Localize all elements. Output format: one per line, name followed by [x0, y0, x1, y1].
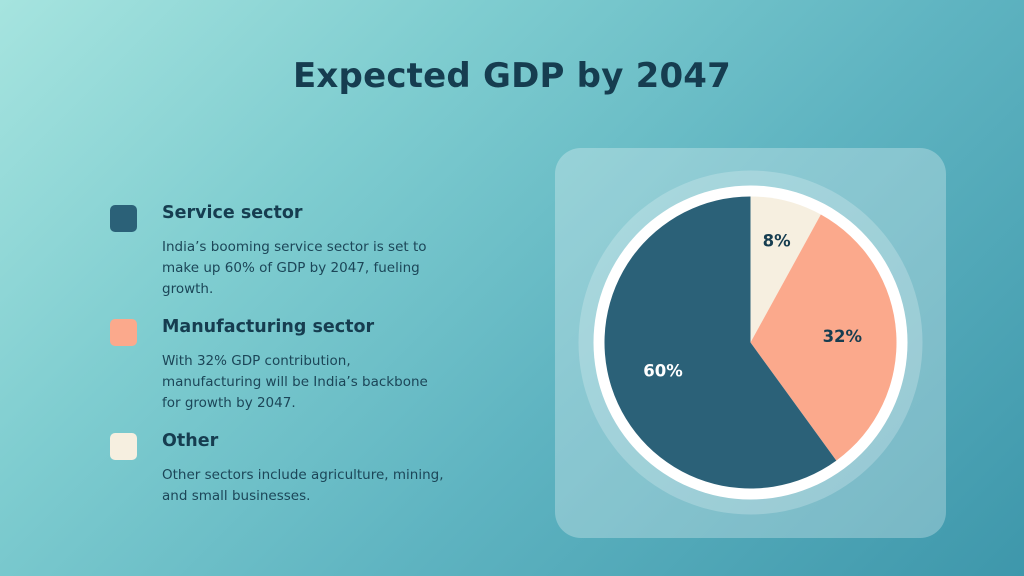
manufacturing-description: With 32% GDP contribution, manufacturing…	[162, 353, 428, 411]
pie-label-service-sector: 60%	[643, 361, 683, 380]
manufacturing-heading: Manufacturing sector	[162, 317, 375, 337]
service-heading: Service sector	[162, 203, 303, 223]
other-description: Other sectors include agriculture, minin…	[162, 467, 444, 504]
service-swatch	[110, 205, 137, 232]
pie-chart: 8% 32% 60%	[578, 170, 923, 515]
pie-slice-service-sector	[604, 196, 837, 489]
pie-label-manufacturing-sector: 32%	[823, 327, 863, 346]
pie-slice-manufacturing-sector	[750, 214, 897, 461]
pie-slice-other	[750, 196, 821, 343]
pie-label-other: 8%	[763, 231, 791, 250]
pie-labels: 8% 32% 60%	[643, 231, 862, 380]
pie-slices	[604, 196, 897, 489]
other-heading: Other	[162, 431, 219, 451]
page-title: Expected GDP by 2047	[292, 56, 732, 96]
chart-card: 8% 32% 60%	[555, 148, 946, 538]
manufacturing-swatch	[110, 319, 137, 346]
service-description: India’s booming service sector is set to…	[162, 239, 427, 297]
other-swatch	[110, 433, 137, 460]
